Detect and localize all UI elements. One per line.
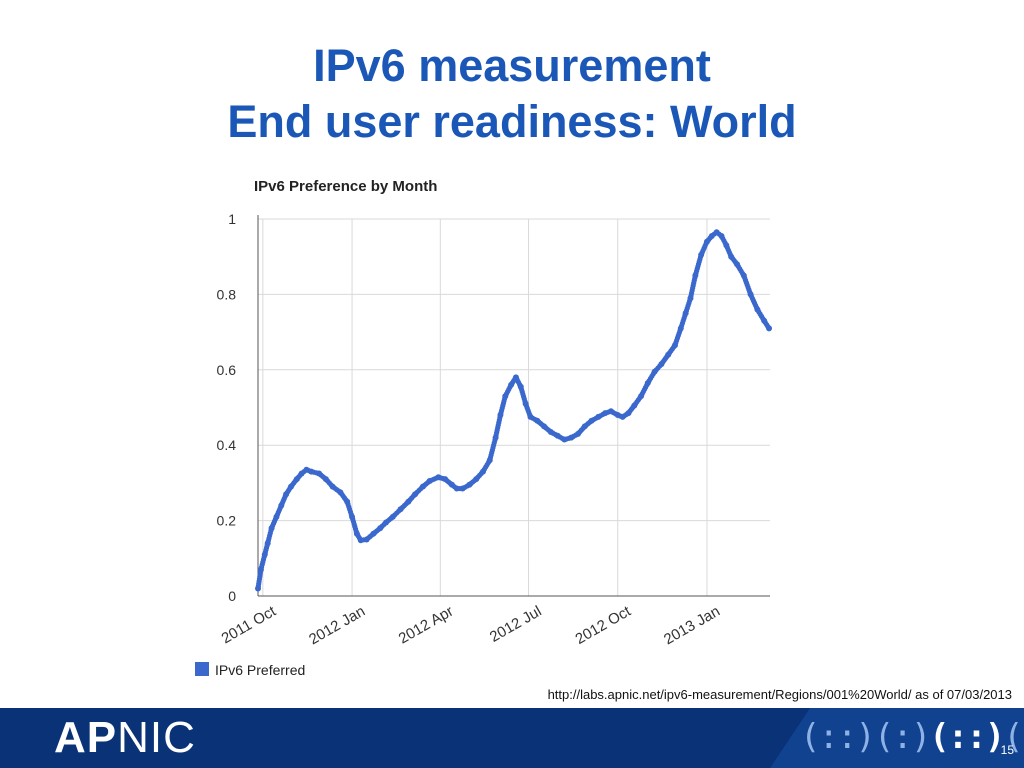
ipv6-preference-chart: IPv6 Preference by Month 00.20.40.60.81 …	[195, 178, 773, 678]
y-tick-label: 0.2	[217, 513, 237, 529]
logo-bold: AP	[54, 713, 118, 762]
x-tick-label: 2011 Oct	[219, 602, 280, 647]
page-number: 15	[1000, 743, 1014, 757]
chart-legend: IPv6 Preferred	[195, 662, 305, 678]
footer-bar: APNIC (::)(:)(::)(::)(::)	[0, 708, 1024, 768]
pattern-mid: (::)	[929, 717, 1005, 757]
apnic-logo: APNIC	[54, 714, 196, 762]
x-tick-label: 2012 Jul	[487, 603, 545, 646]
x-tick-label: 2012 Oct	[573, 602, 635, 648]
slide-title-line1: IPv6 measurement	[313, 40, 711, 91]
y-tick-label: 0.6	[217, 362, 237, 378]
y-tick-label: 0.8	[217, 286, 237, 302]
series-ipv6-preferred	[255, 229, 773, 592]
slide-title-line2: End user readiness: World	[227, 96, 797, 147]
y-tick-label: 0.4	[217, 437, 237, 453]
y-axis-ticks: 0 0.2 0.4 0.6 0.8 1	[217, 211, 237, 604]
chart-title: IPv6 Preference by Month	[254, 178, 437, 195]
footer-accent	[770, 708, 1024, 768]
y-tick-label: 1	[228, 211, 236, 227]
source-citation: http://labs.apnic.net/ipv6-measurement/R…	[547, 687, 1012, 702]
pattern-right: (::)(::)	[1003, 717, 1024, 757]
legend-swatch	[195, 662, 209, 676]
x-tick-label: 2012 Jan	[306, 603, 368, 649]
logo-rest: NIC	[117, 713, 196, 762]
x-tick-label: 2012 Apr	[396, 603, 457, 648]
chart-grid	[257, 215, 770, 597]
x-axis-ticks: 2011 Oct 2012 Jan 2012 Apr 2012 Jul 2012 Oct…	[219, 602, 723, 648]
data-point	[766, 325, 773, 332]
y-tick-label: 0	[228, 588, 236, 604]
pattern-left: (::)(:)	[800, 717, 931, 757]
brand-pattern: (::)(:)(::)(::)(::)	[800, 720, 1024, 754]
x-tick-label: 2013 Jan	[661, 603, 723, 649]
legend-label: IPv6 Preferred	[215, 662, 305, 678]
slide-title: IPv6 measurement End user readiness: Wor…	[0, 38, 1024, 150]
